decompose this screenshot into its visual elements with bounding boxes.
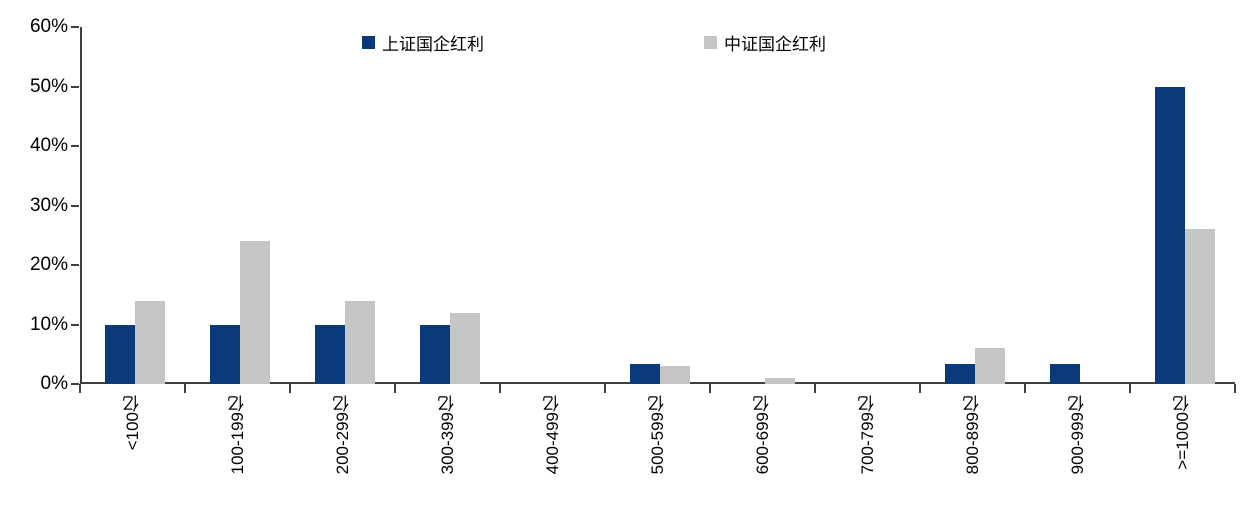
x-axis-label: 500-599亿 [647,395,667,475]
y-axis-tick [71,264,79,266]
y-axis-tick [71,204,79,207]
bar [1049,364,1080,384]
y-axis-label: 0% [40,373,68,394]
x-axis-tick [1024,384,1026,393]
bar [419,324,450,384]
bar [209,324,240,384]
x-axis-tick [289,384,291,393]
y-axis-label: 50% [29,75,68,97]
x-axis-tick [1129,384,1131,393]
legend-item-series-1: 上证国企红利 [362,31,484,54]
legend-swatch-icon [362,35,375,49]
bar [239,241,270,384]
y-axis-label: 40% [29,135,68,156]
x-axis-label: 100-199亿 [227,395,247,475]
legend-label: 中证国企红利 [724,34,826,54]
x-axis-tick [814,384,816,393]
bar [1154,86,1185,384]
x-axis-label: 200-299亿 [332,395,352,475]
x-axis-label: 900-999亿 [1067,395,1087,475]
chart-legend: 上证国企红利 中证国企红利 [0,31,1260,54]
bar [314,324,345,384]
bar [104,324,135,384]
legend-label: 上证国企红利 [382,34,484,54]
x-axis-tick [1234,384,1236,393]
bar [764,378,795,384]
bar [449,312,480,384]
legend-swatch-icon [704,35,717,49]
y-axis-label: 30% [29,194,68,216]
x-axis-label: >=1000亿 [1172,395,1192,470]
bar [1184,229,1215,384]
bar [629,364,660,384]
x-axis-label: 600-699亿 [752,395,772,475]
x-axis-tick [919,384,921,393]
legend-item-series-2: 中证国企红利 [704,31,826,54]
y-axis-tick [71,85,79,88]
y-axis-tick [71,323,79,326]
bar [134,300,165,384]
x-axis-tick [79,384,81,393]
x-axis-tick [604,384,606,393]
bar [974,348,1005,384]
y-axis-label: 20% [29,254,68,275]
x-axis-tick [184,384,186,393]
y-axis-tick [71,383,79,385]
y-axis-label: 10% [29,313,68,335]
y-axis-tick [71,26,79,28]
plot-area [80,27,1235,384]
x-axis-label: 800-899亿 [962,395,982,475]
y-axis-label: 60% [29,16,68,37]
x-axis-label: 700-799亿 [857,395,877,475]
x-axis-label: 400-499亿 [542,395,562,475]
x-axis-tick [709,384,711,393]
bar [659,366,690,384]
x-axis-tick [499,384,501,393]
x-axis-tick [394,384,396,393]
y-axis-tick [71,145,79,147]
bar [344,300,375,384]
x-axis-label: 300-399亿 [437,395,457,475]
bar [944,364,975,384]
x-axis-label: <100亿 [122,395,142,451]
